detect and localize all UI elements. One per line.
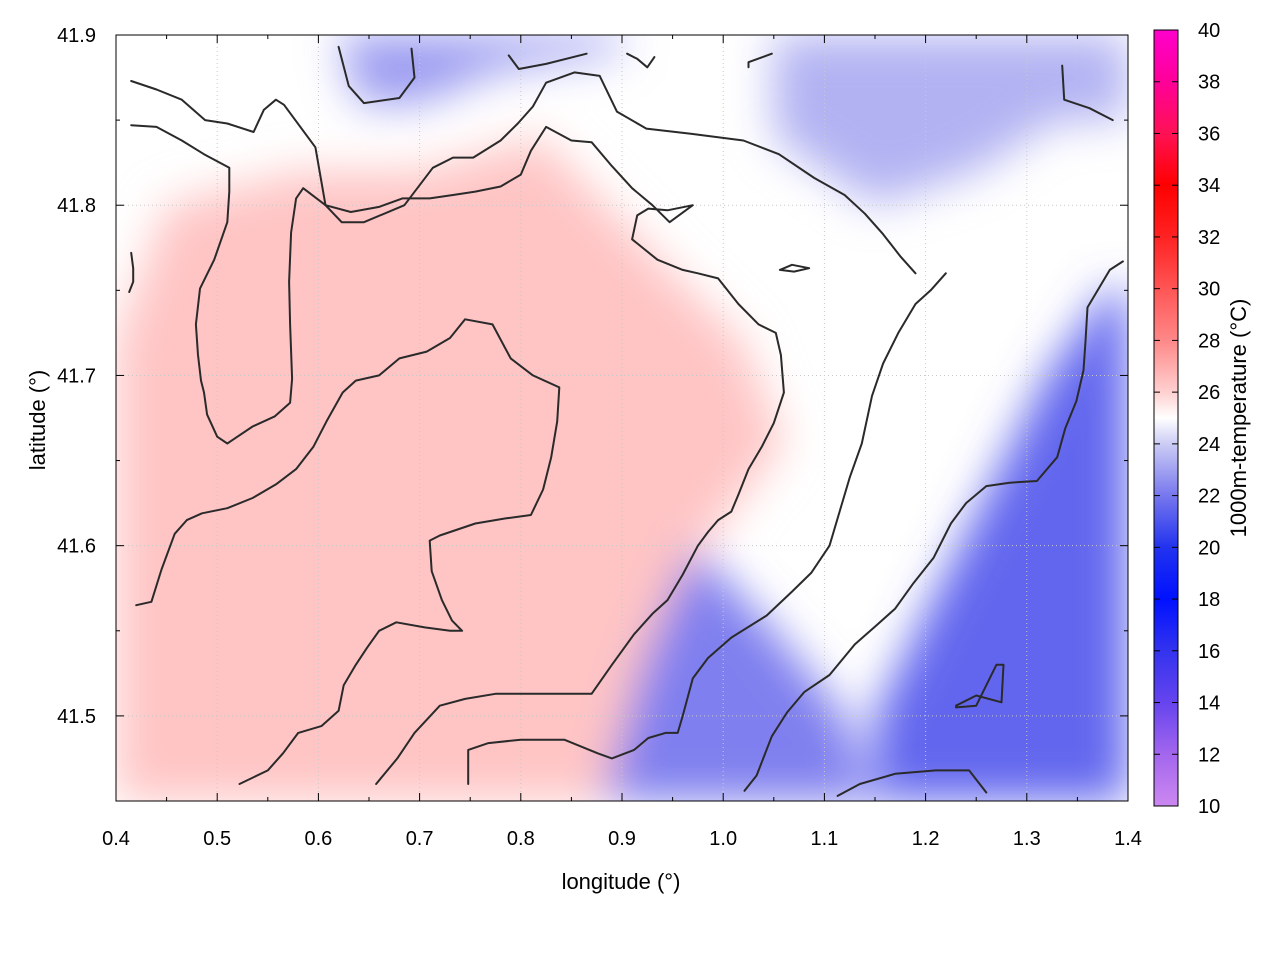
x-axis-label: longitude (°) bbox=[562, 869, 681, 894]
contour-line-d bbox=[467, 272, 947, 785]
y-tick-label: 41.7 bbox=[57, 365, 96, 387]
x-tick-label: 0.4 bbox=[102, 828, 130, 850]
y-tick-label: 41.9 bbox=[57, 25, 96, 47]
x-tick-label: 1.1 bbox=[810, 828, 838, 850]
contour-line-k bbox=[747, 52, 773, 69]
colorbar-tick-label: 18 bbox=[1198, 589, 1220, 611]
field-region-warm-core bbox=[116, 137, 784, 801]
colorbar-tick-label: 26 bbox=[1198, 382, 1220, 404]
colorbar-tick-label: 14 bbox=[1198, 693, 1220, 715]
y-axis: 41.5 41.6 41.7 41.8 41.9 bbox=[57, 25, 1128, 802]
contour-line-e bbox=[743, 260, 1124, 792]
colorbar-tick-label: 34 bbox=[1198, 175, 1220, 197]
field-region-cool-east bbox=[875, 290, 1128, 801]
colorbar-tick-label: 10 bbox=[1198, 796, 1220, 818]
x-tick-label: 1.3 bbox=[1013, 828, 1041, 850]
colorbar-tick-label: 16 bbox=[1198, 641, 1220, 663]
colorbar bbox=[1153, 29, 1179, 807]
x-axis: 0.4 0.5 0.6 0.7 0.8 0.9 1.0 1.1 1.2 1.3 1.4 bbox=[102, 35, 1142, 850]
x-tick-label: 1.2 bbox=[912, 828, 940, 850]
contour-lines bbox=[128, 45, 1124, 797]
x-tick-label: 0.6 bbox=[304, 828, 332, 850]
colorbar-tick-label: 20 bbox=[1198, 537, 1220, 559]
colorbar-tick-label: 22 bbox=[1198, 486, 1220, 508]
grid bbox=[116, 35, 1128, 801]
temperature-field bbox=[116, 35, 1128, 801]
x-tick-label: 0.7 bbox=[406, 828, 434, 850]
contour-line-m bbox=[128, 251, 135, 293]
x-tick-label: 1.4 bbox=[1114, 828, 1142, 850]
contour-line-n bbox=[778, 263, 811, 273]
contour-line-b bbox=[130, 124, 785, 785]
contour-line-i bbox=[507, 52, 588, 70]
colorbar-tick-label: 28 bbox=[1198, 330, 1220, 352]
x-tick-label: 0.9 bbox=[608, 828, 636, 850]
y-tick-label: 41.6 bbox=[57, 536, 96, 558]
contour-line-l bbox=[1061, 64, 1114, 122]
colorbar-tick-label: 36 bbox=[1198, 123, 1220, 145]
x-tick-label: 1.0 bbox=[709, 828, 737, 850]
y-axis-label: latitude (°) bbox=[25, 370, 50, 471]
x-tick-label: 0.8 bbox=[507, 828, 535, 850]
x-tick-label: 0.5 bbox=[203, 828, 231, 850]
y-tick-label: 41.5 bbox=[57, 706, 96, 728]
colorbar-tick-label: 30 bbox=[1198, 279, 1220, 301]
contour-line-f bbox=[836, 769, 988, 797]
colorbar-tick-label: 40 bbox=[1198, 20, 1220, 42]
contour-line-h bbox=[337, 45, 416, 105]
contour-line-a bbox=[130, 71, 917, 275]
contour-line-j bbox=[626, 52, 656, 69]
colorbar-tick-label: 32 bbox=[1198, 227, 1220, 249]
colorbar-tick-label: 24 bbox=[1198, 434, 1220, 456]
colorbar-label: 1000m-temperature (°C) bbox=[1226, 299, 1251, 538]
colorbar-tick-label: 12 bbox=[1198, 744, 1220, 766]
contour-line-c bbox=[135, 318, 561, 785]
field-region-cool-northeast bbox=[773, 35, 1128, 206]
colorbar-tick-label: 38 bbox=[1198, 72, 1220, 94]
field-region-cool-southeast bbox=[601, 545, 875, 801]
contour-line-g bbox=[955, 663, 1005, 709]
colorbar-axis: 10 12 14 16 18 20 22 24 26 28 30 32 34 36 38 40 bbox=[1154, 20, 1220, 818]
y-tick-label: 41.8 bbox=[57, 195, 96, 217]
